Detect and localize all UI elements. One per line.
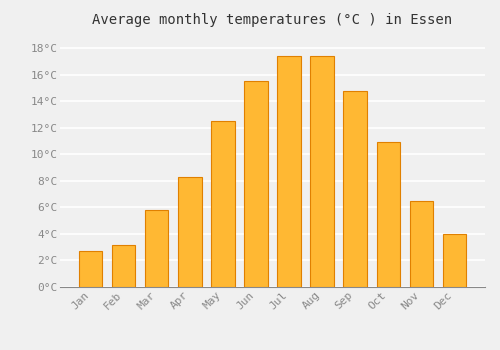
Bar <box>278 56 300 287</box>
Bar <box>344 91 366 287</box>
Bar <box>310 56 334 287</box>
Bar <box>146 210 169 287</box>
Bar <box>112 245 136 287</box>
Title: Average monthly temperatures (°C ) in Essen: Average monthly temperatures (°C ) in Es… <box>92 13 452 27</box>
Bar <box>178 177 202 287</box>
Bar <box>410 201 432 287</box>
Bar <box>244 82 268 287</box>
Bar <box>376 142 400 287</box>
Bar <box>80 251 102 287</box>
Bar <box>442 234 466 287</box>
Bar <box>212 121 234 287</box>
